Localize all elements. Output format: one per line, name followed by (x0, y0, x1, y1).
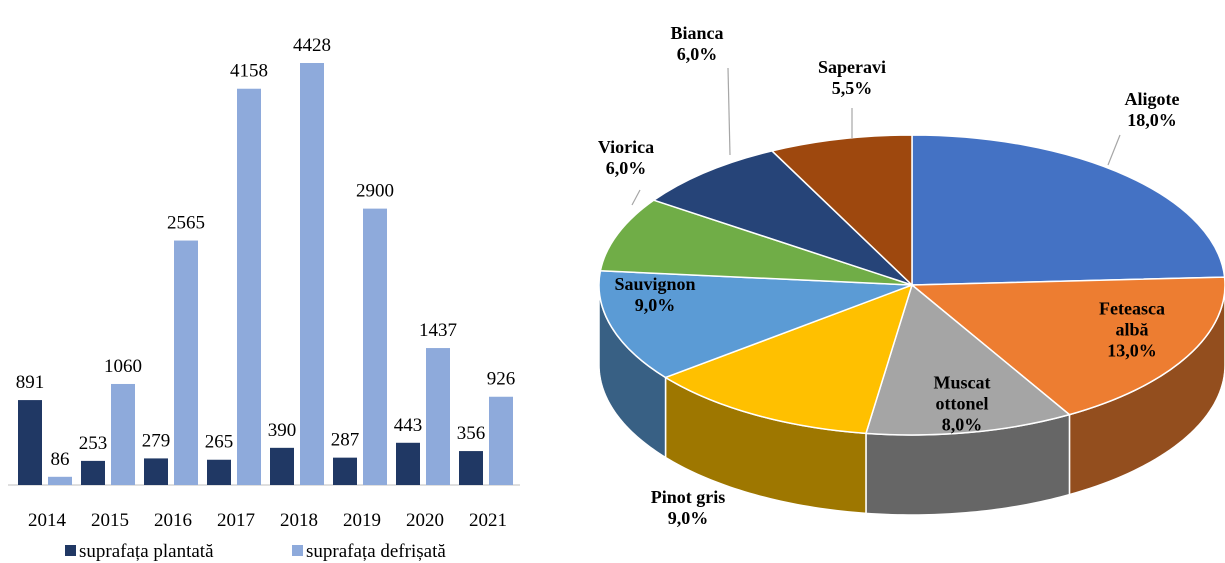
value-label: 265 (205, 432, 234, 453)
legend-label: suprafața defrișată (306, 541, 446, 562)
data-label: Saperavi 5,5% (797, 57, 907, 99)
bar (363, 208, 387, 485)
category-label: Muscat ottonel (933, 372, 991, 414)
value-label: 6,0% (676, 44, 718, 64)
pie-slice (864, 283, 1072, 436)
x-tick-label: 2018 (280, 510, 318, 531)
value-label: 4428 (293, 35, 331, 56)
bar (333, 457, 357, 485)
bar (18, 400, 42, 485)
x-tick-label: 2016 (154, 510, 192, 531)
value-label: 2900 (356, 181, 394, 202)
pie-slice (599, 199, 913, 286)
bar (81, 460, 105, 485)
x-tick-label: 2015 (91, 510, 129, 531)
value-label: 13,0% (1107, 340, 1157, 361)
leader-line (1107, 134, 1121, 166)
value-label: 1060 (104, 356, 142, 377)
category-label: Bianca (670, 23, 724, 43)
legend-swatch (65, 545, 76, 556)
pie-slice (652, 150, 913, 286)
pie-slice (770, 134, 913, 287)
value-label: 5,5% (831, 78, 873, 98)
bar (237, 88, 261, 486)
data-label: Viorica 6,0% (571, 137, 681, 179)
value-label: 926 (487, 369, 516, 390)
x-tick-label: 2020 (406, 510, 444, 531)
value-label: 9,0% (634, 295, 676, 315)
data-label: Bianca 6,0% (642, 23, 752, 65)
bar (144, 458, 168, 485)
value-label: 287 (331, 430, 360, 451)
value-label: 891 (16, 372, 45, 393)
pie-slice (909, 276, 1225, 416)
leader-line (727, 67, 731, 156)
bar (489, 396, 513, 485)
value-label: 356 (457, 423, 486, 444)
data-label: Sauvignon 9,0% (600, 274, 710, 316)
bar (300, 63, 324, 485)
value-label: 390 (268, 420, 297, 441)
bar (426, 348, 450, 485)
value-label: 253 (79, 433, 108, 454)
value-label: 2565 (167, 213, 205, 234)
pie-slice (663, 283, 914, 435)
x-tick-label: 2019 (343, 510, 381, 531)
value-label: 443 (394, 415, 423, 436)
category-label: Viorica (597, 137, 655, 157)
bar (174, 240, 198, 485)
bar (111, 383, 135, 485)
data-label: Pinot gris 9,0% (628, 487, 748, 529)
x-tick-label: 2014 (28, 510, 67, 531)
category-label: Saperavi (817, 57, 886, 77)
value-label: 1437 (419, 320, 457, 341)
bar (48, 476, 72, 485)
data-label: Feteasca albă 13,0% (1087, 299, 1177, 362)
value-label: 4158 (230, 61, 268, 82)
value-label: 279 (142, 430, 171, 451)
category-label: Aligote (1124, 89, 1180, 109)
x-tick-label: 2017 (217, 510, 255, 531)
legend-label: suprafața plantată (79, 541, 214, 562)
pie-slice (911, 134, 1225, 286)
data-label: Muscat ottonel 8,0% (912, 373, 1012, 436)
value-label: 18,0% (1127, 110, 1177, 130)
bar (207, 459, 231, 485)
value-label: 9,0% (667, 508, 709, 528)
legend-swatch (292, 545, 303, 556)
value-label: 86 (51, 449, 70, 470)
category-label: Pinot gris (650, 487, 726, 507)
bar (396, 442, 420, 485)
value-label: 6,0% (605, 158, 647, 178)
bar (459, 451, 483, 485)
leader-line (631, 189, 641, 206)
pie-slice (598, 270, 913, 379)
category-label: Sauvignon (614, 274, 696, 294)
data-label: Aligote 18,0% (1107, 89, 1197, 131)
x-tick-label: 2021 (469, 510, 507, 531)
value-label: 8,0% (941, 414, 983, 435)
category-label: Feteasca albă (1099, 298, 1165, 340)
bar (270, 447, 294, 485)
